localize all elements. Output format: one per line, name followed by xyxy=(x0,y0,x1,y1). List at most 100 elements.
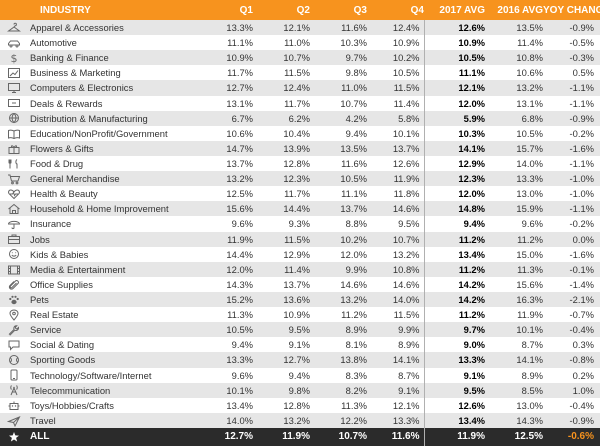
row-icon-cell xyxy=(0,201,28,216)
cell-q3: 13.5% xyxy=(340,142,367,154)
cell-q3: 10.3% xyxy=(340,37,367,49)
table-row: Toys/Hobbies/Crafts 13.4% 12.8% 11.3% 12.1% 1… xyxy=(0,397,600,413)
cell-yoy: -0.2% xyxy=(569,127,595,139)
cell-yoy: -0.4% xyxy=(569,399,595,411)
industry-name: Pets xyxy=(30,294,49,306)
cell-q4: 13.3% xyxy=(367,412,425,428)
cell-yoy: -1.1% xyxy=(569,97,595,109)
row-icon-cell xyxy=(0,126,28,141)
table-row: Apparel & Accessories 13.3% 12.1% 11.6% 12.4… xyxy=(0,20,600,36)
cell-q3: 8.9% xyxy=(345,324,367,336)
row-icon-cell xyxy=(0,322,28,337)
cell-avg2017: 5.9% xyxy=(463,112,485,124)
industry-name: Automotive xyxy=(30,37,77,49)
cell-q2: 11.7% xyxy=(284,188,310,200)
cell-avg2016: 11.4% xyxy=(517,37,543,49)
cell-avg2017: 12.0% xyxy=(458,188,485,200)
cell-yoy: -0.4% xyxy=(569,324,595,336)
cell-avg2017: 12.6% xyxy=(458,22,485,34)
table-row: Household & Home Improvement 15.6% 14.4% 13… xyxy=(0,201,600,217)
cell-q4: 9.1% xyxy=(367,382,425,398)
cell-q1: 10.9% xyxy=(226,52,253,64)
cell-yoy: -0.3% xyxy=(569,52,595,64)
cell-q1: 11.3% xyxy=(227,309,253,321)
row-icon-cell xyxy=(0,398,28,413)
industry-name: Real Estate xyxy=(30,309,79,321)
industry-name: Sporting Goods xyxy=(30,354,96,366)
cell-yoy: -1.4% xyxy=(569,278,595,290)
total-q2: 11.9% xyxy=(282,431,310,443)
header-2016-avg: 2016 AVG xyxy=(497,4,543,16)
cell-yoy: -1.1% xyxy=(569,82,595,94)
cell-q2: 9.5% xyxy=(288,324,310,336)
industry-name: Technology/Software/Internet xyxy=(30,369,152,381)
cell-avg2017: 13.4% xyxy=(458,414,485,426)
cell-q1: 11.1% xyxy=(227,37,253,49)
cell-q2: 13.7% xyxy=(283,278,310,290)
cell-q1: 11.7% xyxy=(227,67,253,79)
cell-avg2017: 11.2% xyxy=(458,309,485,321)
cell-q4: 14.6% xyxy=(367,201,425,217)
cell-avg2016: 15.6% xyxy=(516,278,543,290)
ball-icon xyxy=(7,354,21,366)
table-row: Jobs 11.9% 11.5% 10.2% 10.7% 11.2% 11.2% 0.0% xyxy=(0,231,600,247)
house-icon xyxy=(7,203,21,215)
cell-avg2017: 13.3% xyxy=(458,354,485,366)
row-icon-cell xyxy=(0,247,28,262)
film-icon xyxy=(7,264,21,276)
cell-q1: 13.3% xyxy=(226,22,253,34)
cell-yoy: -0.8% xyxy=(569,354,595,366)
cell-q2: 10.9% xyxy=(283,309,310,321)
table-row: Media & Entertainment 12.0% 11.4% 9.9% 10.8%… xyxy=(0,261,600,277)
cell-q3: 11.6% xyxy=(341,158,367,170)
industry-name: Insurance xyxy=(30,218,72,230)
cell-yoy: 1.0% xyxy=(572,384,594,396)
cell-q3: 11.2% xyxy=(341,309,367,321)
industry-name: Deals & Rewards xyxy=(30,97,103,109)
cell-q1: 9.4% xyxy=(231,339,253,351)
cell-q2: 10.4% xyxy=(283,127,310,139)
industry-name: Banking & Finance xyxy=(30,52,109,64)
cell-q4: 12.4% xyxy=(367,20,425,36)
row-icon-cell xyxy=(0,171,28,186)
cell-q3: 10.7% xyxy=(340,97,367,109)
row-icon-cell xyxy=(0,307,28,322)
cell-q2: 11.0% xyxy=(284,37,310,49)
cell-q1: 15.2% xyxy=(226,294,253,306)
row-icon-cell xyxy=(0,232,28,247)
row-icon-cell xyxy=(0,20,28,35)
cell-q3: 13.7% xyxy=(340,203,367,215)
cell-avg2017: 14.1% xyxy=(458,142,485,154)
industry-name: Social & Dating xyxy=(30,339,95,351)
cell-q2: 11.7% xyxy=(284,97,310,109)
cell-q3: 11.3% xyxy=(341,399,367,411)
cell-avg2017: 9.7% xyxy=(463,324,485,336)
cell-avg2017: 9.5% xyxy=(463,384,485,396)
cell-avg2016: 13.0% xyxy=(516,188,543,200)
cell-yoy: -0.7% xyxy=(569,309,595,321)
cell-q1: 6.7% xyxy=(231,112,253,124)
cell-q4: 11.9% xyxy=(367,171,425,187)
cell-q1: 9.6% xyxy=(231,369,253,381)
cell-q4: 10.9% xyxy=(367,35,425,51)
cell-avg2016: 6.8% xyxy=(521,112,543,124)
total-icon-cell xyxy=(0,428,28,446)
row-icon-cell xyxy=(0,96,28,111)
cell-q2: 11.5% xyxy=(284,67,310,79)
row-icon-cell xyxy=(0,292,28,307)
cell-q4: 9.9% xyxy=(367,322,425,338)
total-row: ALL 12.7% 11.9% 10.7% 11.6% 11.9% 12.5% … xyxy=(0,427,600,446)
cell-q4: 9.5% xyxy=(367,216,425,232)
cell-q1: 14.0% xyxy=(226,414,253,426)
cell-q2: 13.2% xyxy=(283,414,310,426)
total-2016-avg: 12.5% xyxy=(514,431,543,443)
cell-yoy: -2.1% xyxy=(569,294,595,306)
cell-q4: 14.6% xyxy=(367,276,425,292)
cell-q1: 12.5% xyxy=(226,188,253,200)
cell-q4: 10.8% xyxy=(367,261,425,277)
cell-avg2016: 13.0% xyxy=(516,399,543,411)
cell-q2: 11.5% xyxy=(284,233,310,245)
table-row: Service 10.5% 9.5% 8.9% 9.9% 9.7% 10.1% -0.4% xyxy=(0,322,600,338)
industry-name: Travel xyxy=(30,414,56,426)
cell-q3: 11.1% xyxy=(341,188,367,200)
